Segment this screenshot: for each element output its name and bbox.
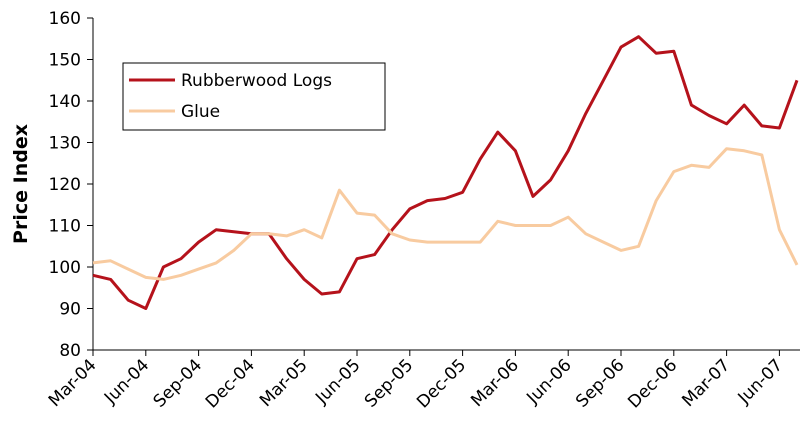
y-tick-label: 120: [49, 175, 81, 195]
x-tick-label: Dec-04: [202, 355, 259, 412]
y-tick-label: 80: [59, 341, 81, 361]
x-tick-label: Sep-04: [150, 355, 206, 411]
y-tick-label: 90: [59, 300, 81, 320]
x-tick-label: Sep-06: [572, 355, 628, 411]
x-tick-label: Mar-06: [467, 355, 523, 411]
x-tick-label: Mar-05: [256, 355, 312, 411]
y-tick-label: 150: [49, 51, 81, 71]
legend-box: [122, 62, 386, 131]
x-tick-label: Jun-04: [100, 355, 153, 408]
x-tick-label: Jun-06: [522, 355, 575, 408]
x-tick-label: Sep-05: [361, 355, 417, 411]
y-tick-label: 110: [49, 217, 81, 237]
y-tick-label: 160: [49, 9, 81, 29]
series-line: [92, 147, 799, 281]
y-tick-label: 100: [49, 258, 81, 278]
x-tick-label: Mar-04: [45, 355, 101, 411]
x-tick-label: Dec-06: [624, 355, 681, 412]
y-axis-label: Price Index: [10, 124, 32, 244]
y-tick-label: 130: [49, 134, 81, 154]
x-tick-label: Dec-05: [413, 355, 470, 412]
legend-label: Rubberwood Logs: [181, 71, 332, 91]
y-tick-label: 140: [49, 92, 81, 112]
series-line: [92, 35, 799, 310]
legend-label: Glue: [181, 102, 220, 122]
x-tick-label: Jun-05: [311, 355, 364, 408]
x-tick-label: Mar-07: [678, 355, 734, 411]
x-tick-label: Jun-07: [734, 355, 787, 408]
